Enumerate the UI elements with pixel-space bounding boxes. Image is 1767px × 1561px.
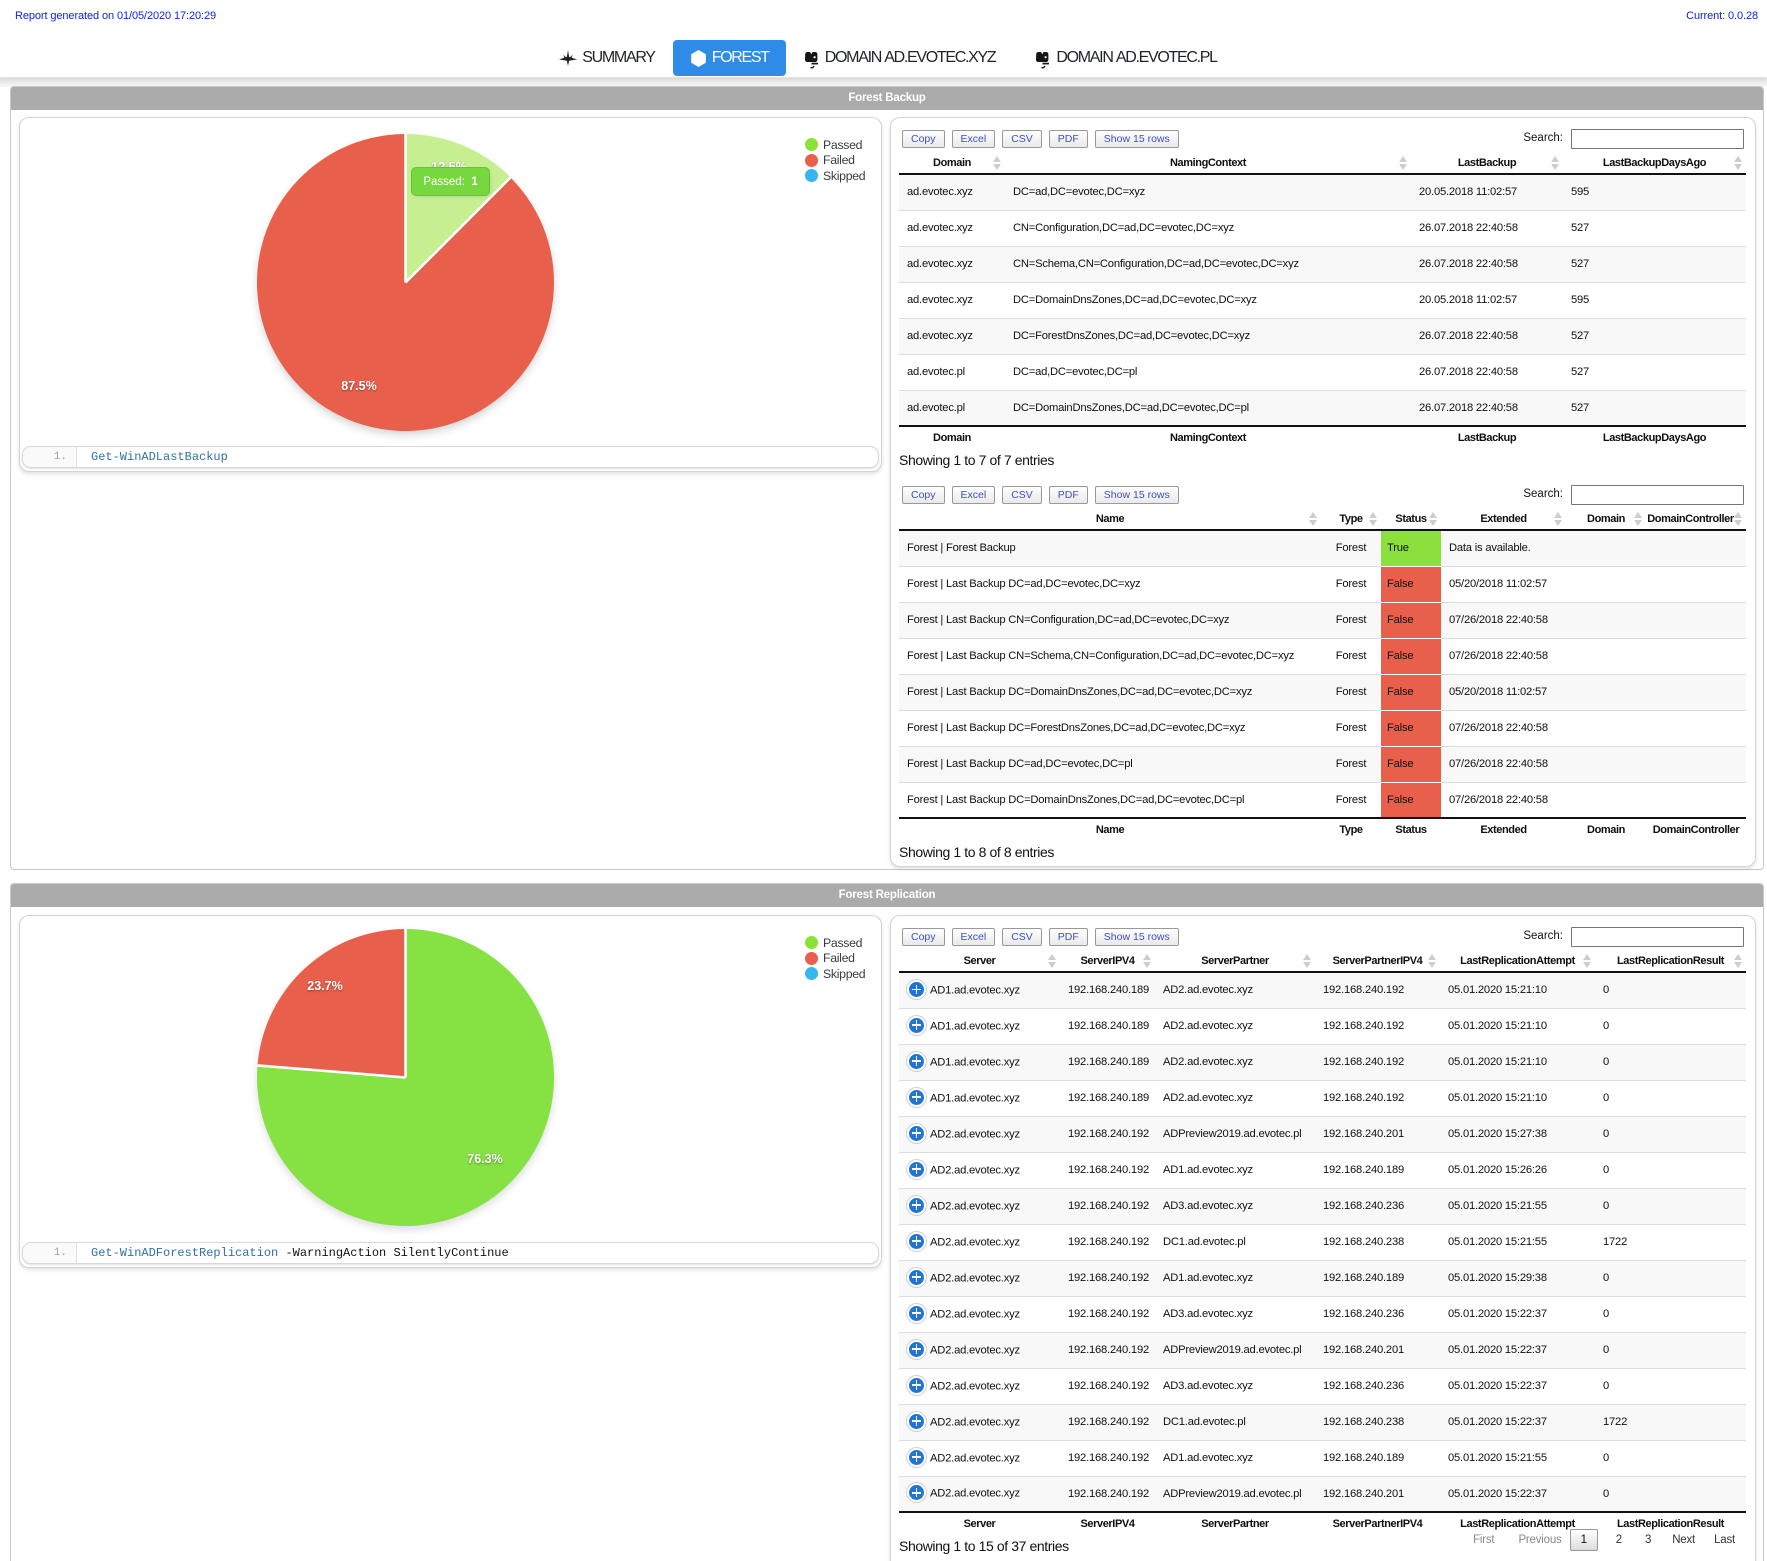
svg-text:87.5%: 87.5%	[341, 379, 376, 393]
svg-text:76.3%: 76.3%	[467, 1152, 502, 1166]
svg-text:23.7%: 23.7%	[307, 979, 342, 993]
